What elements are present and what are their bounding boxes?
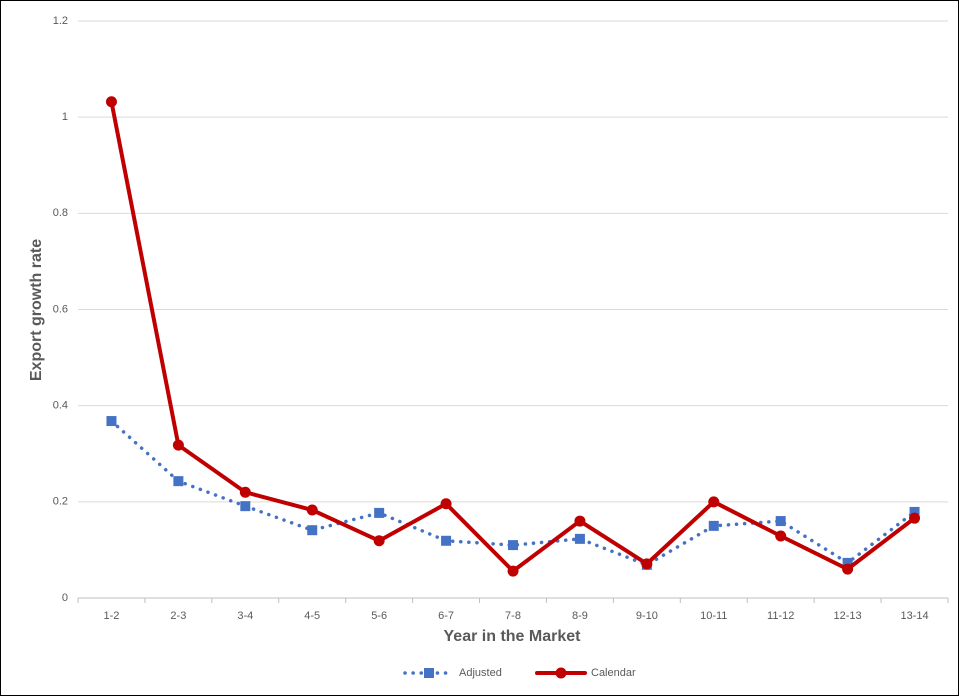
point (507, 565, 519, 577)
x-tick-label: 5-6 (371, 610, 387, 622)
y-tick-label: 1 (62, 111, 68, 123)
point (842, 557, 853, 568)
point (775, 516, 786, 527)
x-axis-title: Year in the Market (444, 628, 582, 645)
x-tick-label: 13-14 (900, 610, 928, 622)
point (441, 535, 452, 546)
point (909, 506, 920, 517)
y-tick-label: 0 (62, 592, 68, 604)
x-tick-label: 9-10 (636, 610, 658, 622)
x-tick-label: 4-5 (304, 610, 320, 622)
x-tick-label: 8-9 (572, 610, 588, 622)
point (172, 439, 184, 451)
legend-marker (555, 667, 567, 679)
x-tick-label: 7-8 (505, 610, 521, 622)
point (307, 525, 318, 536)
point (508, 540, 518, 551)
point (775, 530, 787, 542)
point (440, 498, 452, 510)
point (842, 563, 854, 575)
x-tick-label: 2-3 (170, 610, 186, 622)
x-tick-label: 10-11 (700, 610, 727, 622)
x-tick-label: 11-12 (767, 610, 794, 622)
legend-marker (424, 668, 434, 678)
x-tick-label: 12-13 (834, 610, 862, 622)
y-tick-label: 0.8 (53, 207, 68, 219)
y-tick-label: 0.6 (53, 303, 68, 315)
point (909, 512, 921, 524)
legend-label: Calendar (591, 667, 636, 679)
point (373, 535, 385, 547)
point (106, 416, 117, 427)
point (105, 96, 117, 108)
y-tick-label: 1.2 (53, 15, 68, 27)
point (708, 520, 719, 531)
y-tick-label: 0.4 (53, 400, 68, 412)
legend-label: Adjusted (459, 667, 502, 679)
point (239, 486, 251, 498)
y-tick-label: 0.2 (53, 496, 68, 508)
point (641, 558, 653, 570)
y-axis-title: Export growth rate (28, 239, 45, 381)
point (708, 496, 720, 508)
point (574, 515, 586, 527)
point (574, 533, 585, 544)
x-tick-label: 1-2 (104, 610, 120, 622)
point (240, 501, 251, 512)
point (374, 507, 385, 518)
point (173, 476, 184, 487)
x-tick-label: 3-4 (237, 610, 253, 622)
x-tick-label: 6-7 (438, 610, 454, 622)
point (306, 504, 318, 516)
